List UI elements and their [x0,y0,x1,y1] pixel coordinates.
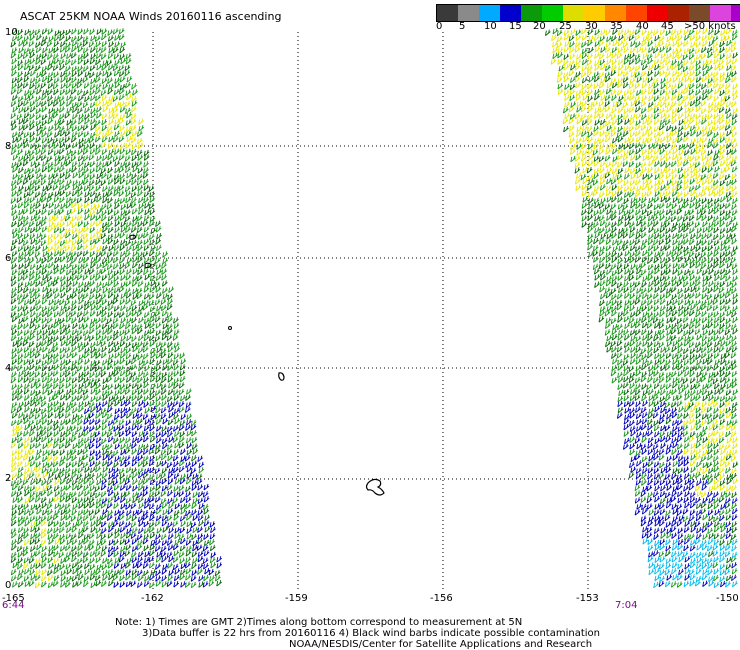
legend-tick-label: 10 [484,21,497,32]
legend-swatch [731,5,740,21]
legend-tick-label: 15 [509,21,522,32]
island-outline [278,372,285,381]
legend-swatch [668,5,689,21]
y-axis-tick-label: 6 [5,253,11,264]
legend-tick-label: 0 [436,21,443,32]
island-outline [228,326,232,330]
map-title: ASCAT 25KM NOAA Winds 20160116 ascending [20,10,282,23]
island-outline [129,234,137,240]
wind-barbs [10,28,222,588]
x-axis-tick-label: -159 [285,593,308,604]
island-outline [365,478,385,496]
legend-swatch [710,5,731,21]
legend-tick-label: >50 knots [684,21,736,32]
island-outline [144,262,152,269]
legend-tick-label: 35 [610,21,623,32]
axis-labels: -165 -162 -159 -156 -153 -150 0 2 4 6 8 10 [2,27,739,604]
wind-barbs [642,538,738,589]
time-label-right: 7:04 [615,600,638,611]
wind-barbs [544,28,739,582]
legend-swatch [500,5,521,21]
legend-swatch [458,5,479,21]
note-line-1: Note: 1) Times are GMT 2)Times along bot… [115,617,523,628]
wind-swaths [10,27,739,589]
note-line-2: 3)Data buffer is 22 hrs from 20160116 4)… [142,628,600,639]
y-axis-tick-label: 8 [5,141,11,152]
legend-swatch [521,5,542,21]
legend-tick-label: 5 [459,21,466,32]
legend-swatch [689,5,710,21]
legend-color-bar [436,4,740,22]
island-outlines [129,234,385,496]
note-line-3: NOAA/NESDIS/Center for Satellite Applica… [289,639,593,650]
legend-swatch [542,5,563,21]
legend-swatch [563,5,584,21]
y-axis-tick-label: 4 [5,363,11,374]
wind-barbs [552,27,739,588]
legend-tick-label: 20 [533,21,546,32]
y-axis-tick-label: 2 [5,473,11,484]
footer-notes: Note: 1) Times are GMT 2)Times along bot… [115,617,600,650]
x-axis-tick-label: -156 [430,593,453,604]
legend-swatch [647,5,668,21]
legend-tick-label: 40 [636,21,649,32]
legend-swatch [479,5,500,21]
x-axis-tick-label: -165 [2,593,25,604]
wind-barbs [10,27,221,589]
legend-tick-label: 30 [585,21,598,32]
legend-swatch [584,5,605,21]
x-axis-tick-label: -153 [576,593,599,604]
y-axis-tick-label: 10 [5,27,18,38]
legend-swatch [626,5,647,21]
legend-swatch [437,5,458,21]
wind-barbs [10,93,144,589]
x-axis-tick-label: -150 [716,593,739,604]
legend-swatch [605,5,626,21]
legend-tick-label: 25 [559,21,572,32]
wind-speed-legend: 0 5 10 15 20 25 30 35 40 45 >50 knots [436,4,740,40]
x-axis-tick-label: -162 [141,593,164,604]
legend-tick-label: 45 [661,21,674,32]
wind-barbs [616,400,738,588]
y-axis-tick-label: 0 [5,580,11,591]
wind-barbs [550,27,739,498]
wind-barbs [83,400,223,589]
time-label-left: 6:44 [2,600,25,611]
